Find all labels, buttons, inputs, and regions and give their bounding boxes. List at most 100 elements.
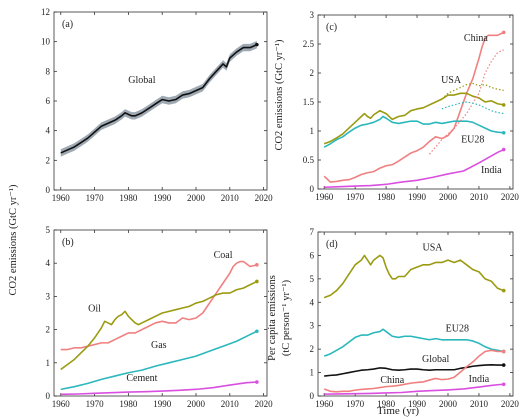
panel-b-frame xyxy=(53,229,268,397)
panel-c-series-usa xyxy=(323,92,504,145)
panel-c-series-india xyxy=(324,148,505,189)
panel-a-annotation-global: Global xyxy=(128,75,155,86)
panel-c-ytick-label-0: 0 xyxy=(310,184,315,194)
panel-b: 1960 1970 1980 1990 2000 2010 2020 0 1 2 3 4 5 Coal Oi… xyxy=(46,225,274,409)
x-axis-label: Time (yr) xyxy=(377,405,419,417)
panel-c-tag: (c) xyxy=(326,22,337,33)
panel-c-xtick-label-1970: 1970 xyxy=(346,192,365,202)
panel-c-ytick-label-1: 1 xyxy=(310,126,315,136)
panel-b-endpoint-gas xyxy=(255,329,259,334)
panel-d-ytick-label-5: 5 xyxy=(310,274,315,284)
panel-a-xtick-label-2000: 2000 xyxy=(187,193,206,203)
panel-c-xtick-label-1990: 1990 xyxy=(408,192,427,202)
panel-b-ytick-label-3: 3 xyxy=(46,291,51,301)
panel-c-ytick-label-1-5: 1.5 xyxy=(303,97,315,107)
panel-d-series-india xyxy=(324,383,504,395)
panel-b-xtick-label-2020: 2020 xyxy=(255,399,274,409)
panel-d-endpoint-china xyxy=(501,349,506,354)
panel-c-endpoint-usa xyxy=(501,103,506,107)
panel-b-endpoint-cement xyxy=(255,380,259,384)
panel-d-ytick-label-1: 1 xyxy=(310,368,315,378)
panel-d-annotation-global: Global xyxy=(422,354,449,365)
panel-b-xtick-label-2000: 2000 xyxy=(187,399,206,409)
left-y-axis-label: CO2 emissions (GtC yr⁻¹) xyxy=(8,184,19,296)
panel-b-xtick-label-1990: 1990 xyxy=(153,399,172,409)
panel-c-xtick-label-2000: 2000 xyxy=(439,192,458,202)
panel-d-annotation-usa: USA xyxy=(423,243,444,254)
panel-d-series-usa xyxy=(323,254,504,299)
panel-c-series-china-dotted xyxy=(428,49,504,155)
panel-b-annotation-gas: Gas xyxy=(151,340,167,351)
panel-c-series-usa-dotted xyxy=(441,82,504,100)
panel-d-series-eu28 xyxy=(323,328,504,357)
panel-c-xtick-label-2010: 2010 xyxy=(470,192,489,202)
panel-c-ytick-label-2-5: 2.5 xyxy=(303,39,315,49)
panel-a-ytick-label-10: 10 xyxy=(41,37,51,47)
panel-c: 1960 1970 1980 1990 2000 2010 2020 0 0.5 1 1.5 2 2.5… xyxy=(303,10,520,202)
panel-b-ytick-label-0: 0 xyxy=(46,391,51,401)
panel-c-endpoint-eu28 xyxy=(501,130,506,135)
panel-c-series-eu28-dotted xyxy=(441,101,504,115)
panel-c-xtick-label-1960: 1960 xyxy=(315,192,334,202)
panel-c-xtick-label-1980: 1980 xyxy=(377,192,396,202)
panel-d-xtick-label-2010: 2010 xyxy=(470,399,489,409)
panel-b-series-gas xyxy=(60,330,258,391)
panel-d: 1960 1970 1980 1990 2000 2010 2020 0 1 2 3 4 5 6 7 USA E… xyxy=(310,227,520,409)
panel-b-endpoint-coal xyxy=(255,263,259,267)
panel-a-ytick-label-0: 0 xyxy=(46,185,51,195)
panel-a-ytick-label-6: 6 xyxy=(46,96,51,106)
panel-c-annotation-usa: USA xyxy=(441,75,462,86)
panel-d-series-china xyxy=(323,349,504,393)
panel-a-xtick-label-2020: 2020 xyxy=(255,193,274,203)
panel-b-annotation-coal: Coal xyxy=(214,250,233,261)
panel-d-annotation-china: China xyxy=(380,375,404,386)
panel-a-ytick-label-8: 8 xyxy=(46,66,51,76)
panel-d-ytick-label-6: 6 xyxy=(310,250,315,260)
panel-b-series-oil xyxy=(60,280,258,371)
panel-a-xtick-label-1990: 1990 xyxy=(153,193,172,203)
panel-a-xtick-label-1970: 1970 xyxy=(86,193,105,203)
panel-d-ytick-label-3: 3 xyxy=(310,321,315,331)
panel-a-ytick-label-2: 2 xyxy=(46,155,51,165)
panel-c-endpoint-india xyxy=(501,147,506,152)
panel-c-series-china xyxy=(323,31,505,183)
panel-d-endpoint-usa xyxy=(501,288,506,293)
panel-b-ytick-label-5: 5 xyxy=(46,225,51,235)
panel-b-annotation-cement: Cement xyxy=(126,373,157,384)
panel-a: 1960 1970 1980 1990 2000 2010 2020 0 2 4 6 8 10 12 Glo… xyxy=(41,7,273,203)
panel-d-xtick-label-2020: 2020 xyxy=(501,399,520,409)
panel-d-xtick-label-1970: 1970 xyxy=(346,399,365,409)
panel-d-annotation-india: India xyxy=(469,374,490,385)
panel-a-ytick-label-4: 4 xyxy=(46,126,51,136)
panel-d-xtick-label-1990: 1990 xyxy=(408,399,427,409)
panel-c-annotation-eu28: EU28 xyxy=(461,135,484,146)
panel-b-endpoint-oil xyxy=(255,279,259,284)
panel-b-ytick-label-1: 1 xyxy=(46,358,51,368)
right-bottom-y-axis-label-line2: (tC person⁻¹ yr⁻¹) xyxy=(281,279,292,356)
panel-b-annotation-oil: Oil xyxy=(88,303,101,314)
panel-b-tag: (b) xyxy=(62,237,74,248)
panel-d-tag: (d) xyxy=(326,239,338,250)
panel-d-series-global xyxy=(324,364,504,377)
panel-b-series-cement xyxy=(60,381,257,396)
panel-a-band-global xyxy=(60,40,257,157)
panel-b-ytick-label-2: 2 xyxy=(46,325,51,335)
panel-d-annotation-eu28: EU28 xyxy=(446,324,469,335)
panel-b-xtick-label-2010: 2010 xyxy=(221,399,240,409)
panel-d-ytick-label-2: 2 xyxy=(310,344,315,354)
panel-c-series-eu28 xyxy=(323,115,504,148)
panel-a-xtick-label-1960: 1960 xyxy=(52,193,71,203)
panel-c-ytick-label-2: 2 xyxy=(310,68,315,78)
panel-d-ytick-label-4: 4 xyxy=(310,297,315,307)
panel-b-xtick-label-1980: 1980 xyxy=(119,399,138,409)
panel-c-ytick-label-3: 3 xyxy=(310,10,315,20)
panel-d-ytick-label-7: 7 xyxy=(310,227,315,237)
panel-d-xtick-label-2000: 2000 xyxy=(439,399,458,409)
panel-a-xtick-label-1980: 1980 xyxy=(119,193,138,203)
panel-b-xtick-label-1970: 1970 xyxy=(86,399,105,409)
right-top-y-axis-label: CO2 emissions (GtC yr⁻¹) xyxy=(274,39,285,151)
panel-a-series-global xyxy=(60,43,258,154)
panel-d-xtick-label-1960: 1960 xyxy=(315,399,334,409)
panel-d-ytick-label-0: 0 xyxy=(310,391,315,401)
